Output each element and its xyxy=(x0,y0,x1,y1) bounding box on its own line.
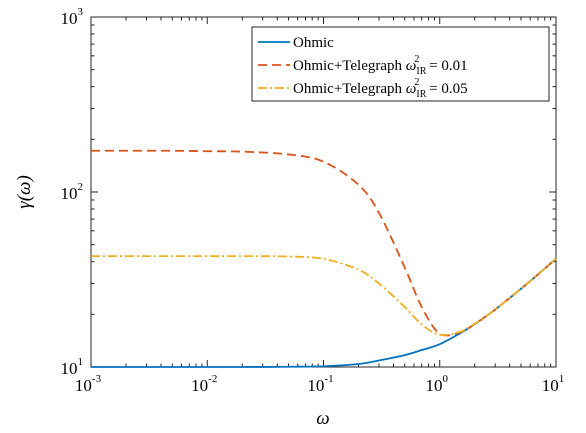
x-tick-label: 100 xyxy=(426,373,449,395)
y-tick-label: 102 xyxy=(61,181,84,203)
y-tick-label: 103 xyxy=(61,6,84,28)
y-tick-label: 101 xyxy=(61,356,84,378)
legend: Ohmic Ohmic+Telegraph ωIR2 = 0.01Ohmic+Te… xyxy=(251,26,550,102)
x-tick-label: 10-3 xyxy=(75,373,102,395)
legend-box xyxy=(251,26,550,102)
legend-label-3: Ohmic+Telegraph ωIR2 = 0.05 xyxy=(293,77,468,100)
x-axis-label: ω xyxy=(316,408,329,429)
y-axis-label: γ(ω) xyxy=(14,175,35,209)
legend-label-2: Ohmic+Telegraph ωIR2 = 0.01 xyxy=(293,54,468,77)
x-tick-label: 101 xyxy=(542,373,565,395)
legend-label-1: Ohmic xyxy=(293,35,334,51)
tick-labels: 10-3 10-2 10-1 100 101 101 102 103 xyxy=(61,6,565,395)
series-layer xyxy=(90,149,557,368)
x-tick-label: 10-1 xyxy=(307,373,333,395)
series-line-3 xyxy=(90,255,557,336)
x-tick-label: 10-2 xyxy=(191,373,217,395)
series-line-2 xyxy=(90,149,557,337)
